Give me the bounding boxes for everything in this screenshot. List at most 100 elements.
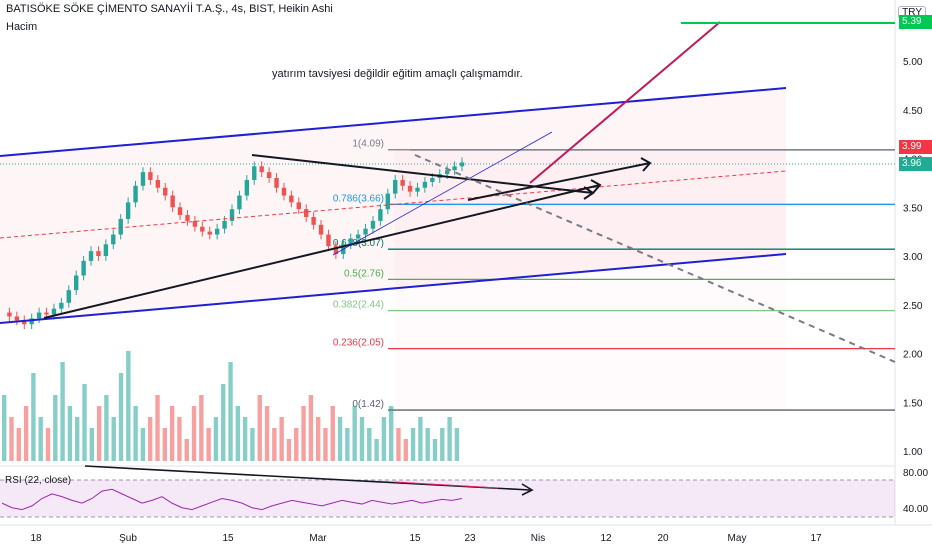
- candle-body: [348, 238, 353, 245]
- time-tick-label: 17: [810, 533, 822, 544]
- candle-body: [407, 185, 413, 192]
- candle-body: [192, 220, 198, 227]
- volume-bar: [315, 417, 321, 461]
- volume-bar: [337, 417, 343, 461]
- candle-body: [222, 220, 227, 229]
- rsi-arrow: [521, 483, 534, 496]
- candle-body: [281, 187, 287, 196]
- candle-body: [393, 179, 398, 194]
- volume-bar: [396, 428, 401, 461]
- price-tick-label: 5.00: [903, 57, 923, 68]
- last-price-tag: 3.96: [899, 157, 932, 171]
- volume-bar: [111, 417, 116, 461]
- price-tick-label: 4.50: [903, 106, 923, 117]
- support-arrow: [590, 179, 602, 194]
- candle-body: [111, 234, 116, 245]
- symbol-title: BATISÖKE SÖKE ÇİMENTO SANAYİİ T.A.Ş., 4s…: [6, 3, 333, 15]
- volume-bar: [96, 406, 102, 461]
- rsi-label: RSI (22, close): [5, 475, 71, 486]
- volume-bar: [169, 406, 175, 461]
- candle-body: [125, 202, 131, 219]
- volume-bar: [381, 417, 387, 461]
- volume-bar: [126, 351, 131, 461]
- fib-level-label: 0.236(2.05): [333, 338, 384, 349]
- candle-body: [326, 234, 331, 247]
- fib-level-label: 0(1.42): [352, 399, 384, 410]
- candle-body: [140, 172, 146, 186]
- volume-bar: [242, 417, 248, 461]
- fib-level-label: 0.5(2.76): [344, 268, 384, 279]
- volume-bar: [2, 395, 7, 461]
- volume-bar: [148, 417, 153, 461]
- time-tick-label: 12: [600, 533, 612, 544]
- time-tick-label: Nis: [531, 533, 545, 544]
- candle-body: [163, 187, 168, 196]
- volume-bar: [67, 406, 73, 461]
- candle-body: [59, 302, 64, 309]
- channel-fill: [0, 88, 786, 323]
- volume-bar: [184, 439, 189, 461]
- fib-level-label: 0.786(3.66): [333, 193, 384, 204]
- rsi-tick-label: 80.00: [903, 468, 928, 479]
- volume-bar: [53, 395, 58, 461]
- volume-bar: [367, 428, 372, 461]
- candle-body: [370, 220, 376, 229]
- volume-bar: [140, 428, 146, 461]
- volume-bar: [38, 417, 43, 461]
- target-projection: [529, 21, 721, 184]
- volume-bar: [213, 417, 219, 461]
- rsi-short-line: [394, 481, 499, 489]
- volume-bar: [330, 406, 335, 461]
- candle-body: [444, 170, 450, 175]
- candle-body: [311, 217, 316, 225]
- candle-body: [266, 172, 272, 178]
- candle-body: [185, 215, 190, 221]
- candle-body: [7, 312, 12, 317]
- volume-bar: [31, 373, 36, 461]
- resistance-price-tag: 3.99: [899, 140, 932, 154]
- time-tick-label: Mar: [309, 533, 327, 544]
- volume-bar: [162, 428, 168, 461]
- volume-bar: [89, 428, 94, 461]
- resistance-arrow: [583, 186, 595, 200]
- channel-upper-line: [0, 87, 787, 157]
- candle-body: [170, 195, 175, 208]
- candle-body: [29, 318, 34, 325]
- volume-bar: [206, 428, 211, 461]
- volume-bar: [177, 417, 182, 461]
- candle-body: [36, 312, 42, 319]
- channel-mid-line: [0, 170, 787, 239]
- support-trend-line: [43, 184, 601, 319]
- candle-body: [378, 209, 383, 221]
- volume-bar: [403, 439, 408, 461]
- candle-body: [422, 181, 428, 188]
- price-tick-label: 1.00: [903, 447, 923, 458]
- candle-body: [66, 290, 71, 303]
- annotation-text: yatırım tavsiyesi değildir eğitim amaçlı…: [272, 68, 523, 80]
- candle-body: [51, 308, 57, 315]
- time-tick-label: 18: [30, 533, 42, 544]
- breakout-arrow: [640, 157, 652, 172]
- candle-body: [274, 178, 279, 188]
- candle-body: [118, 218, 123, 235]
- candle-body: [400, 179, 405, 186]
- target-price-tag: 5.39: [899, 15, 932, 29]
- candle-body: [244, 179, 250, 196]
- volume-bar: [388, 406, 394, 461]
- volume-bar: [294, 428, 299, 461]
- volume-bar: [359, 417, 365, 461]
- volume-bar: [432, 439, 438, 461]
- volume-bar: [16, 428, 21, 461]
- fib-level-label: 0.382(2.44): [333, 300, 384, 311]
- candle-body: [200, 226, 205, 232]
- channel-lower-line: [0, 253, 787, 324]
- candle-body: [22, 320, 27, 325]
- volume-bar: [118, 373, 124, 461]
- volume-bar: [454, 428, 460, 461]
- candle-body: [289, 195, 294, 203]
- time-tick-label: 15: [222, 533, 234, 544]
- candle-body: [430, 178, 435, 182]
- time-tick-label: May: [728, 533, 747, 544]
- candle-body: [229, 209, 235, 221]
